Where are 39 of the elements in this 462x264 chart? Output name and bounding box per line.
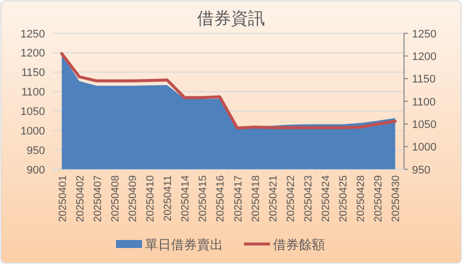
- x-tick-label: 20250402: [74, 175, 86, 222]
- x-tick-label: 20250423: [302, 175, 314, 222]
- line-series: [60, 52, 397, 130]
- y2-tick-label: 1050: [412, 118, 436, 131]
- x-tick-label: 20250424: [320, 175, 332, 222]
- x-tick-label: 20250414: [180, 175, 192, 222]
- x-tick-label: 20250411: [162, 175, 174, 222]
- x-tick-label: 20250422: [284, 175, 297, 222]
- y-tick-label: 1200: [20, 48, 45, 60]
- x-tick-label: 20250418: [250, 175, 262, 222]
- y2-tick-label: 950: [412, 164, 430, 176]
- x-tick-label: 20250425: [338, 175, 350, 222]
- y2-tick-label: 1000: [412, 142, 436, 154]
- x-tick-label: 20250409: [126, 175, 139, 222]
- y-tick-label: 1000: [20, 125, 45, 138]
- x-tick-label: 20250428: [355, 175, 368, 222]
- x-tick-label: 20250410: [144, 175, 157, 222]
- y-tick-label: 1250: [20, 28, 45, 40]
- x-tick-label: 20250429: [372, 175, 385, 222]
- y2-tick-label: 1200: [412, 50, 436, 63]
- y-tick-label: 1150: [21, 67, 45, 80]
- legend-label: 借券餘額: [273, 237, 325, 252]
- y-tick-label: 1050: [20, 106, 45, 118]
- y-tick-label: 1100: [21, 86, 45, 99]
- x-tick-label: 20250401: [56, 175, 69, 222]
- legend-label: 單日借券賣出: [145, 237, 223, 252]
- y-tick-label: 950: [26, 144, 45, 157]
- x-tick-label: 20250430: [390, 175, 402, 222]
- x-tick-label: 20250407: [92, 175, 104, 222]
- y2-tick-label: 1150: [412, 74, 436, 86]
- x-tick-label: 20250415: [197, 175, 210, 222]
- y2-tick-label: 1100: [412, 96, 436, 108]
- x-tick-label: 20250421: [267, 175, 280, 222]
- x-tick-label: 20250417: [232, 175, 244, 222]
- y2-tick-label: 1250: [412, 28, 436, 40]
- x-tick-label: 20250416: [214, 175, 227, 222]
- chart-title: 借券資訊: [197, 9, 265, 28]
- y-tick-label: 900: [26, 164, 45, 176]
- x-tick-label: 20250408: [109, 175, 122, 222]
